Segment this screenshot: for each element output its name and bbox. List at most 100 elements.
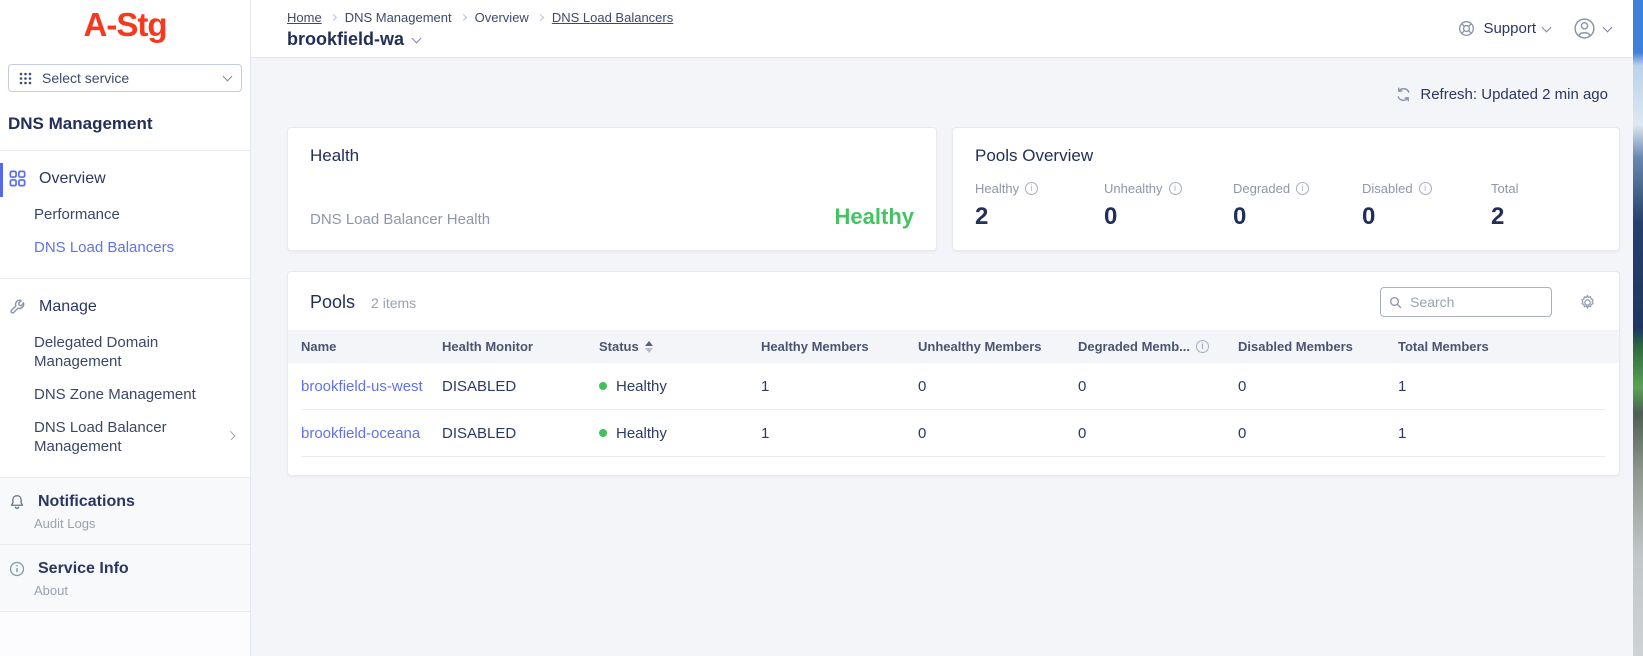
degraded-members-cell: 0 bbox=[1078, 377, 1087, 395]
chevron-down-icon bbox=[1541, 22, 1552, 32]
search-icon bbox=[1390, 296, 1402, 308]
degraded-members-cell: 0 bbox=[1078, 424, 1087, 442]
status-cell: Healthy bbox=[599, 378, 761, 395]
health-card-title: Health bbox=[310, 146, 360, 165]
col-header-status[interactable]: Status bbox=[599, 339, 761, 354]
select-service-dropdown[interactable]: Select service bbox=[8, 64, 242, 92]
sidebar-item-dns-zone-management[interactable]: DNS Zone Management bbox=[34, 378, 250, 411]
pools-overview-title: Pools Overview bbox=[975, 146, 1094, 165]
pools-table-header: Pools 2 items bbox=[288, 272, 1619, 330]
grid-dots-icon bbox=[19, 72, 32, 84]
chevron-right-icon bbox=[459, 13, 467, 22]
stat-value: 0 bbox=[1104, 203, 1118, 230]
info-icon bbox=[9, 561, 25, 577]
table-settings-button[interactable] bbox=[1578, 293, 1597, 312]
breadcrumb-overview[interactable]: Overview bbox=[474, 10, 529, 25]
search-input[interactable] bbox=[1408, 293, 1543, 311]
health-status-value: Healthy bbox=[834, 204, 914, 229]
col-header-name: Name bbox=[301, 339, 337, 354]
content-area: Refresh: Updated 2 min ago Health DNS Lo… bbox=[251, 58, 1633, 656]
items-count: 2 items bbox=[371, 294, 417, 311]
table-row: brookfield-oceana DISABLED Healthy 1 0 0… bbox=[288, 410, 1619, 456]
bell-icon bbox=[10, 495, 24, 509]
chevron-down-icon bbox=[222, 71, 233, 82]
pools-overview-card: Pools Overview Healthy 2 Unhealthy 0 bbox=[952, 127, 1620, 251]
stat-label: Healthy bbox=[975, 181, 1020, 196]
disabled-members-cell: 0 bbox=[1238, 424, 1247, 442]
chevron-down-icon bbox=[411, 33, 422, 43]
sidebar-item-audit-logs[interactable]: Audit Logs bbox=[34, 516, 96, 531]
sidebar-item-notifications[interactable]: Notifications bbox=[8, 491, 242, 513]
unhealthy-members-cell: 0 bbox=[918, 377, 927, 395]
info-icon[interactable] bbox=[1168, 182, 1182, 195]
account-menu-button[interactable] bbox=[1572, 16, 1613, 41]
col-header-health-monitor: Health Monitor bbox=[442, 339, 533, 354]
select-service-label: Select service bbox=[42, 70, 130, 86]
refresh-icon bbox=[1397, 87, 1410, 102]
sidebar-item-dns-load-balancers[interactable]: DNS Load Balancers bbox=[34, 231, 250, 264]
healthy-status-dot bbox=[599, 382, 607, 390]
sidebar-item-delegated-domain-management[interactable]: Delegated Domain Management bbox=[34, 326, 250, 378]
info-icon[interactable] bbox=[1418, 182, 1432, 195]
sidebar-item-overview[interactable]: Overview bbox=[0, 163, 250, 194]
unhealthy-members-cell: 0 bbox=[918, 424, 927, 442]
sidebar-item-manage[interactable]: Manage bbox=[0, 291, 250, 322]
chevron-down-icon bbox=[1602, 22, 1613, 32]
sort-icon[interactable] bbox=[644, 340, 653, 353]
user-account-icon bbox=[1574, 18, 1595, 39]
grid-icon bbox=[9, 170, 26, 187]
topbar-left: Home DNS Management Overview DNS Load Ba… bbox=[287, 0, 673, 57]
pool-name-link[interactable]: brookfield-us-west bbox=[301, 377, 423, 395]
stat-unhealthy: Unhealthy 0 bbox=[1104, 181, 1233, 231]
pools-table-card: Pools 2 items bbox=[287, 271, 1620, 476]
page-title-dropdown[interactable]: brookfield-wa bbox=[287, 29, 673, 50]
info-icon[interactable] bbox=[1195, 340, 1209, 353]
nav-group-overview: Overview Performance DNS Load Balancers bbox=[0, 151, 250, 278]
lifebuoy-icon bbox=[1459, 20, 1475, 37]
pools-stats: Healthy 2 Unhealthy 0 Degraded 0 bbox=[975, 181, 1597, 231]
divider bbox=[0, 150, 250, 151]
sidebar-item-label: DNS Load Balancer Management bbox=[34, 419, 167, 455]
sidebar-item-label: Delegated Domain Management bbox=[34, 334, 159, 370]
status-cell: Healthy bbox=[599, 425, 761, 442]
health-card: Health DNS Load Balancer Health Healthy bbox=[287, 127, 937, 251]
gear-icon bbox=[1581, 294, 1594, 309]
row-divider bbox=[302, 409, 1605, 410]
health-row-label: DNS Load Balancer Health bbox=[310, 211, 491, 228]
stat-label: Total bbox=[1491, 181, 1519, 196]
main-area: Home DNS Management Overview DNS Load Ba… bbox=[251, 0, 1633, 656]
status-label: Healthy bbox=[616, 377, 667, 395]
breadcrumb-dns-management[interactable]: DNS Management bbox=[344, 10, 452, 25]
support-menu-button[interactable]: Support bbox=[1457, 19, 1552, 38]
brand-logo[interactable]: A-Stg bbox=[83, 6, 168, 43]
status-label: Healthy bbox=[616, 424, 667, 442]
pool-name-link[interactable]: brookfield-oceana bbox=[301, 424, 421, 442]
support-label: Support bbox=[1483, 20, 1536, 37]
breadcrumb-dns-load-balancers[interactable]: DNS Load Balancers bbox=[551, 10, 674, 25]
info-icon[interactable] bbox=[1296, 182, 1310, 195]
breadcrumb-home[interactable]: Home bbox=[287, 10, 322, 25]
sidebar-item-about[interactable]: About bbox=[34, 583, 68, 598]
healthy-status-dot bbox=[599, 429, 607, 437]
disabled-members-cell: 0 bbox=[1238, 377, 1247, 395]
stat-label: Disabled bbox=[1362, 181, 1413, 196]
topbar-right: Support bbox=[1457, 0, 1613, 57]
sidebar-item-label: Notifications bbox=[38, 493, 135, 510]
info-icon[interactable] bbox=[1025, 182, 1039, 195]
sidebar-item-service-info[interactable]: Service Info bbox=[8, 558, 242, 580]
top-bar: Home DNS Management Overview DNS Load Ba… bbox=[251, 0, 1633, 58]
nav-group-service-info: Service Info About bbox=[0, 544, 250, 611]
sidebar-item-performance[interactable]: Performance bbox=[34, 198, 250, 231]
sidebar-item-label: Overview bbox=[39, 169, 106, 187]
sidebar-item-dns-load-balancer-management[interactable]: DNS Load Balancer Management bbox=[34, 411, 250, 463]
page-title: brookfield-wa bbox=[287, 29, 405, 49]
pools-table-title: Pools bbox=[310, 291, 356, 312]
stat-value: 2 bbox=[975, 203, 989, 230]
total-members-cell: 1 bbox=[1398, 424, 1407, 442]
refresh-button[interactable]: Refresh: Updated 2 min ago bbox=[287, 86, 1608, 103]
col-header-unhealthy-members: Unhealthy Members bbox=[918, 339, 1042, 354]
col-header-degraded-members: Degraded Memb... bbox=[1078, 339, 1238, 354]
col-header-healthy-members: Healthy Members bbox=[761, 339, 869, 354]
stat-value: 0 bbox=[1362, 203, 1376, 230]
